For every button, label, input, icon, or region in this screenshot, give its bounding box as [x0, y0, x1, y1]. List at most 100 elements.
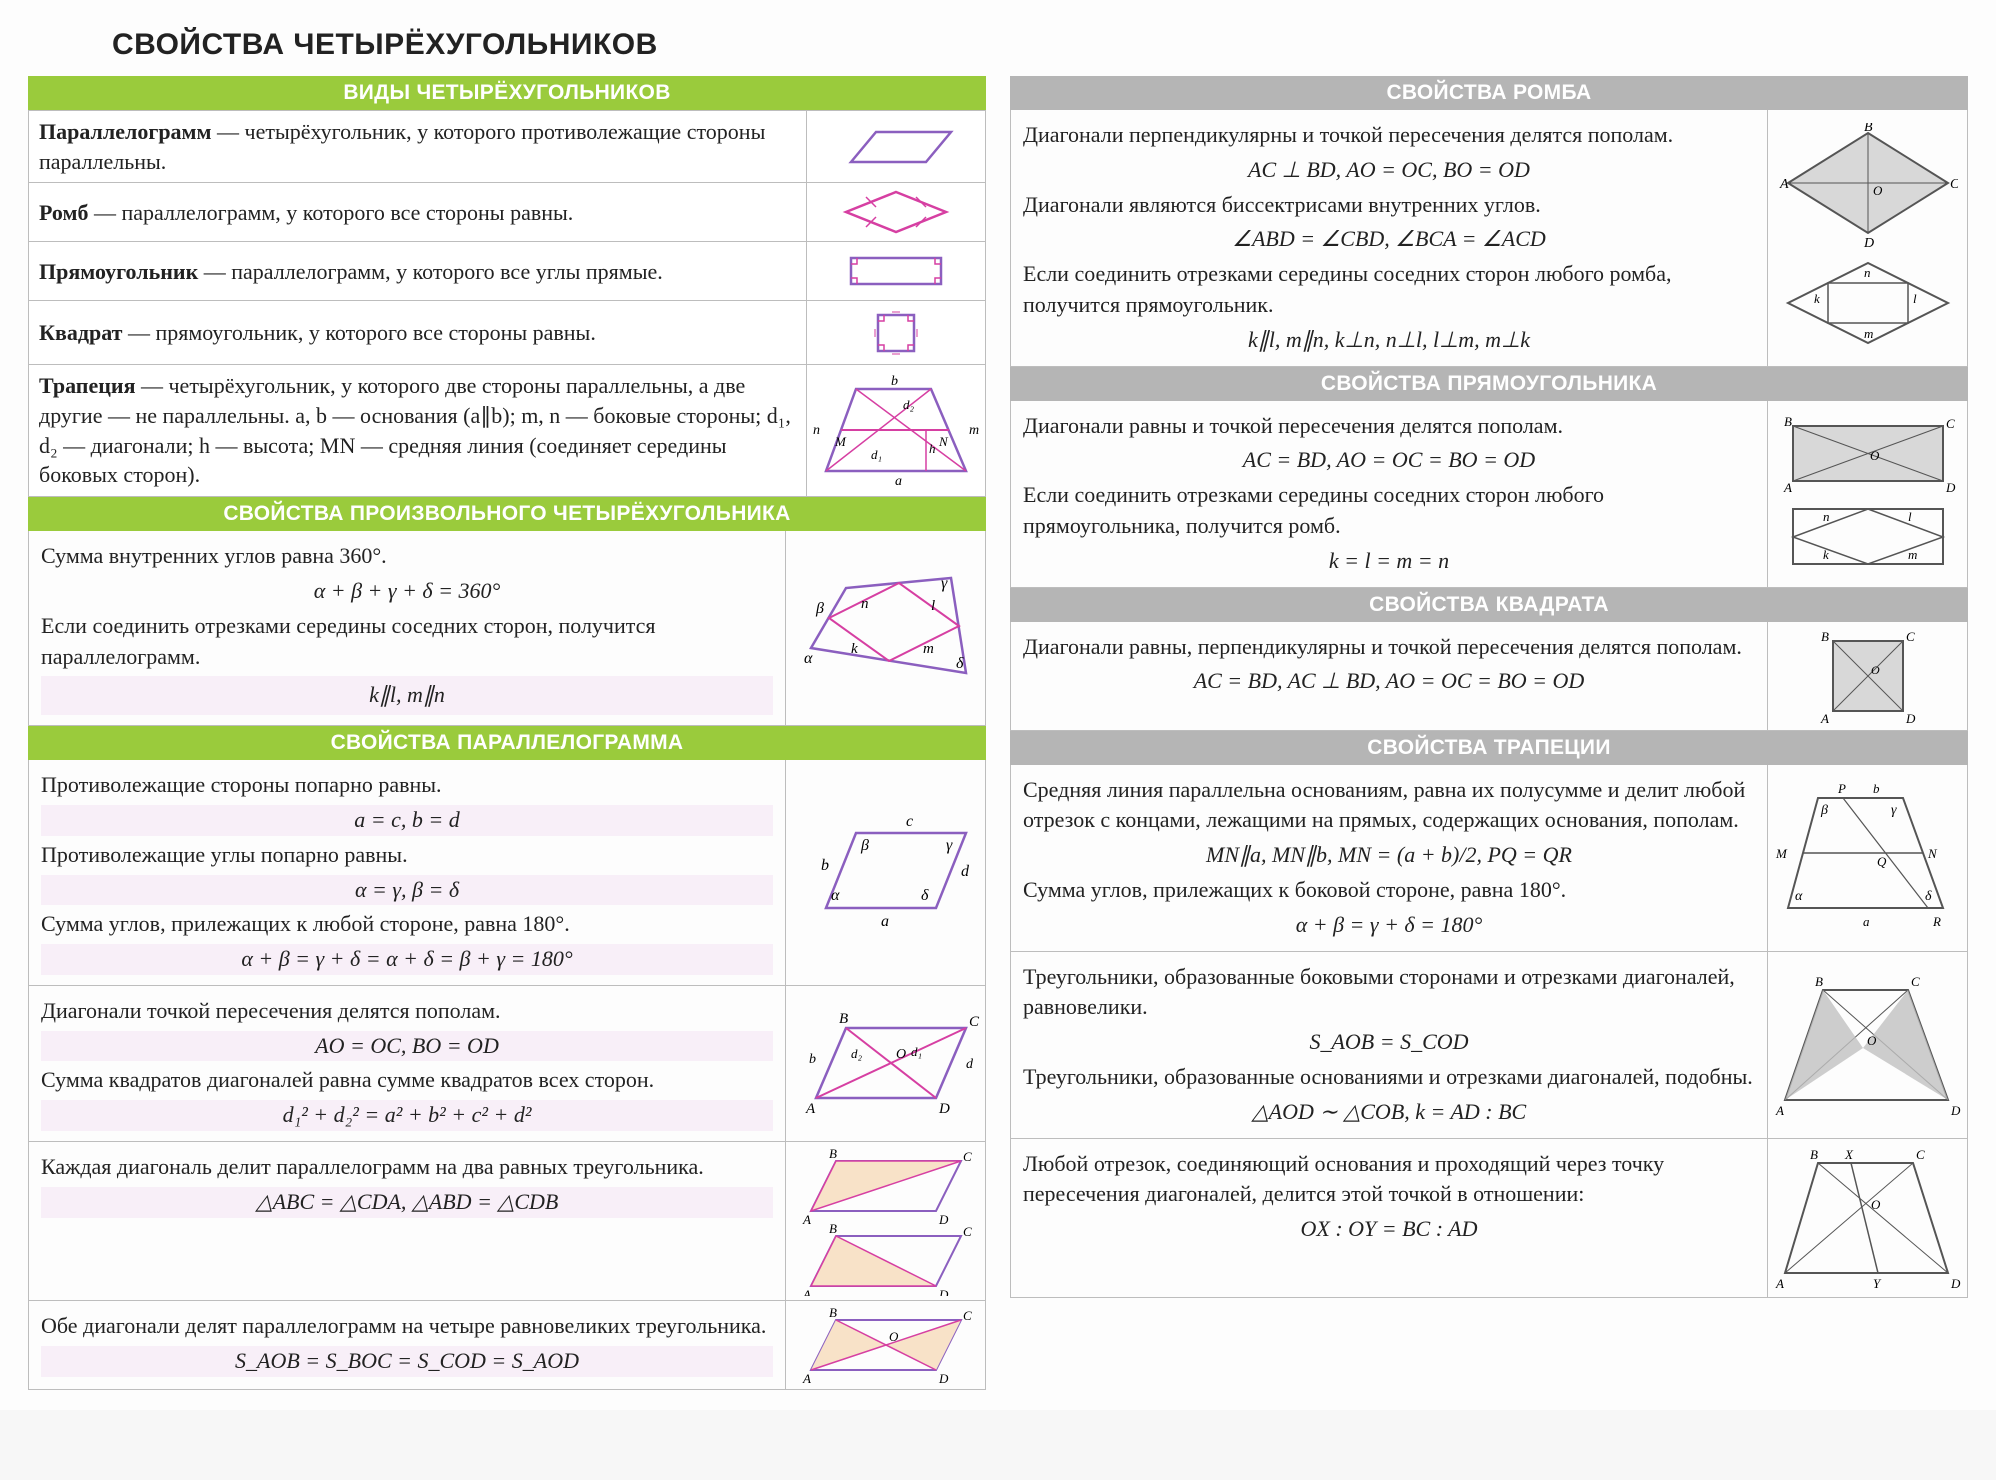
svg-text:c: c: [906, 813, 913, 830]
rh-p1: Диагонали перпендикулярны и точкой перес…: [1023, 120, 1755, 151]
para-f6: △ABC = △CDA, △ABD = △CDB: [41, 1187, 773, 1218]
svg-text:A: A: [1783, 480, 1792, 495]
svg-text:D: D: [1863, 236, 1874, 251]
para-p3: Сумма углов, прилежащих к любой стороне,…: [41, 909, 773, 940]
svg-text:b: b: [809, 1052, 816, 1067]
para-f2: α = γ, β = δ: [41, 875, 773, 906]
desc-square: — прямоугольник, у которого все стороны …: [122, 320, 595, 345]
term-rhombus: Ромб: [39, 200, 88, 225]
svg-text:δ: δ: [1925, 889, 1932, 904]
svg-text:B: B: [829, 1305, 837, 1320]
square-header: СВОЙСТВА КВАДРАТА: [1010, 588, 1968, 622]
svg-text:d: d: [961, 863, 970, 880]
svg-text:n: n: [813, 423, 820, 438]
rect-p2: Если соединить отрезками середины соседн…: [1023, 480, 1755, 542]
svg-text:m: m: [923, 641, 934, 657]
svg-text:A: A: [802, 1287, 811, 1296]
fig-trap-2: ABCD O: [1767, 952, 1967, 1138]
rhombus-header: СВОЙСТВА РОМБА: [1010, 76, 1968, 110]
svg-text:k: k: [1823, 547, 1829, 562]
para-p5: Сумма квадратов диагоналей равна сумме к…: [41, 1065, 773, 1096]
fig-para-tri: ABCD ABCD: [785, 1142, 985, 1300]
svg-text:l: l: [931, 598, 935, 614]
term-rectangle: Прямоугольник: [39, 259, 198, 284]
desc-trapezoid: — четырёхугольник, у которого две сторон…: [39, 373, 791, 487]
tr-p4: Треугольники, образованные основаниями и…: [1023, 1062, 1755, 1093]
svg-text:A: A: [1775, 1103, 1784, 1118]
svg-text:B: B: [1821, 629, 1829, 644]
para-f4: AO = OC, BO = OD: [41, 1031, 773, 1062]
svg-text:D: D: [938, 1212, 949, 1227]
rect-p1: Диагонали равны и точкой пересечения дел…: [1023, 411, 1755, 442]
fig-rhombus: [807, 183, 986, 242]
term-trapezoid: Трапеция: [39, 373, 135, 398]
svg-text:a: a: [1863, 914, 1870, 929]
svg-text:m: m: [1864, 326, 1873, 341]
svg-text:C: C: [1946, 416, 1955, 431]
svg-text:O: O: [1871, 663, 1880, 677]
fig-square-props: ABCD O: [1767, 622, 1967, 730]
fig-trapezoid: b a n m M N h d₂ d₁: [807, 365, 986, 497]
tr-p5: Любой отрезок, соединяющий основания и п…: [1023, 1149, 1755, 1211]
sq-p1: Диагонали равны, перпендикулярны и точко…: [1023, 632, 1755, 663]
para-f1: a = c, b = d: [41, 805, 773, 836]
svg-text:M: M: [1775, 846, 1788, 861]
svg-text:A: A: [1775, 1276, 1784, 1291]
svg-text:B: B: [839, 1011, 848, 1027]
right-column: СВОЙСТВА РОМБА Диагонали перпендикулярны…: [1010, 76, 1968, 1390]
arb-f2: k∥l, m∥n: [41, 676, 773, 715]
svg-text:k: k: [851, 641, 858, 657]
svg-text:P: P: [1837, 781, 1846, 796]
para-f3: α + β = γ + δ = α + δ = β + γ = 180°: [41, 944, 773, 975]
svg-text:A: A: [805, 1101, 816, 1117]
fig-arbitrary: β γ α δ n l k m: [785, 531, 985, 725]
svg-text:α: α: [831, 887, 840, 904]
types-table: Параллелограмм — четырёхугольник, у кото…: [28, 110, 986, 497]
para-p6: Каждая диагональ делит параллелограмм на…: [41, 1152, 773, 1183]
tr-f1: MN∥a, MN∥b, MN = (a + b)/2, PQ = QR: [1023, 840, 1755, 871]
svg-text:d₂: d₂: [903, 397, 915, 412]
term-parallelogram: Параллелограмм: [39, 119, 212, 144]
fig-trap-3: AB X CD Y O: [1767, 1139, 1967, 1297]
svg-text:Y: Y: [1873, 1276, 1882, 1291]
para-p1: Противолежащие стороны попарно равны.: [41, 770, 773, 801]
svg-text:O: O: [889, 1329, 899, 1344]
arb-p1: Сумма внутренних углов равна 360°.: [41, 541, 773, 572]
arb-p2: Если соединить отрезками середины соседн…: [41, 611, 773, 673]
svg-text:γ: γ: [941, 575, 948, 592]
rect-f1: AC = BD, AO = OC = BO = OD: [1023, 445, 1755, 476]
svg-text:B: B: [1864, 123, 1873, 135]
svg-text:C: C: [969, 1014, 980, 1030]
svg-text:n: n: [861, 596, 869, 612]
svg-text:A: A: [802, 1212, 811, 1227]
svg-text:β: β: [1820, 803, 1828, 818]
svg-text:D: D: [938, 1101, 950, 1117]
svg-text:D: D: [938, 1371, 949, 1385]
tr-f5: OX : OY = BC : AD: [1023, 1214, 1755, 1245]
svg-text:O: O: [1867, 1033, 1877, 1048]
svg-text:B: B: [829, 1221, 837, 1236]
svg-text:B: B: [1810, 1147, 1818, 1162]
desc-rhombus: — параллелограмм, у которого все стороны…: [88, 200, 573, 225]
svg-text:α: α: [1795, 889, 1803, 904]
svg-text:n: n: [1823, 509, 1830, 524]
svg-text:O: O: [1873, 183, 1883, 198]
rectangle-header: СВОЙСТВА ПРЯМОУГОЛЬНИКА: [1010, 367, 1968, 401]
rh-p2: Диагонали являются биссектрисами внутрен…: [1023, 190, 1755, 221]
svg-text:C: C: [1950, 177, 1958, 192]
page-title: СВОЙСТВА ЧЕТЫРЁХУГОЛЬНИКОВ: [112, 28, 1968, 62]
arb-f1: α + β + γ + δ = 360°: [41, 576, 773, 607]
fig-rhombus-props: A B C D O n k l m: [1767, 110, 1967, 366]
fig-rect-props: ABCD O nl km: [1767, 401, 1967, 587]
para-header: СВОЙСТВА ПАРАЛЛЕЛОГРАММА: [28, 726, 986, 760]
svg-text:l: l: [1908, 509, 1912, 524]
desc-rectangle: — параллелограмм, у которого все углы пр…: [198, 259, 663, 284]
svg-text:Q: Q: [1877, 854, 1887, 869]
term-square: Квадрат: [39, 320, 122, 345]
svg-text:b: b: [891, 374, 898, 389]
fig-para-four: ABCD O: [785, 1301, 985, 1389]
svg-text:R: R: [1932, 914, 1941, 929]
rh-f1: AC ⊥ BD, AO = OC, BO = OD: [1023, 155, 1755, 186]
tr-f4: △AOD ∼ △COB, k = AD : BC: [1023, 1097, 1755, 1128]
svg-text:O: O: [1870, 448, 1880, 463]
